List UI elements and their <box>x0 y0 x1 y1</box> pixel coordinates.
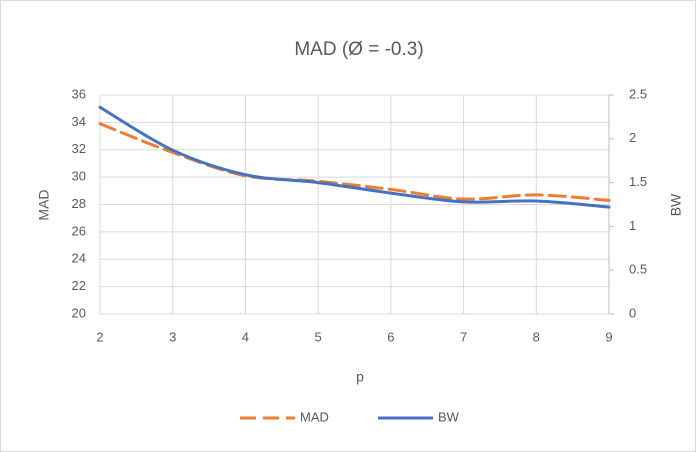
y2-tick-label: 2.5 <box>629 86 647 101</box>
y-tick-label: 28 <box>72 196 86 211</box>
line-series <box>98 122 611 202</box>
x-tick-label: 8 <box>533 329 540 344</box>
x-tick-label: 4 <box>242 329 249 344</box>
line-series <box>98 105 611 209</box>
y-tick-label: 22 <box>72 278 86 293</box>
y2-tick-label: 0.5 <box>629 262 647 277</box>
y-tick-label: 32 <box>72 141 86 156</box>
x-tick-label: 7 <box>460 329 467 344</box>
x-tick-label: 9 <box>605 329 612 344</box>
y-tick-label: 20 <box>72 305 86 320</box>
y2-tick-label: 2 <box>629 130 636 145</box>
y-tick-label: 34 <box>72 114 86 129</box>
legend-label: MAD <box>300 409 329 424</box>
x-tick-label: 3 <box>169 329 176 344</box>
y-axis-title: MAD <box>36 189 52 220</box>
chart-title: MAD (Ø = -0.3) <box>294 39 423 60</box>
x-tick-label: 5 <box>315 329 322 344</box>
y-tick-label: 26 <box>72 223 86 238</box>
y2-tick-label: 0 <box>629 305 636 320</box>
x-tick-label: 6 <box>387 329 394 344</box>
legend-label: BW <box>438 409 460 424</box>
x-axis-title: p <box>356 369 364 385</box>
y-tick-label: 30 <box>72 169 86 184</box>
y2-tick-label: 1.5 <box>629 174 647 189</box>
y-tick-label: 24 <box>72 251 86 266</box>
y2-axis-title: BW <box>668 193 684 216</box>
y2-tick-label: 1 <box>629 218 636 233</box>
x-tick-label: 2 <box>96 329 103 344</box>
y-tick-label: 36 <box>72 86 86 101</box>
